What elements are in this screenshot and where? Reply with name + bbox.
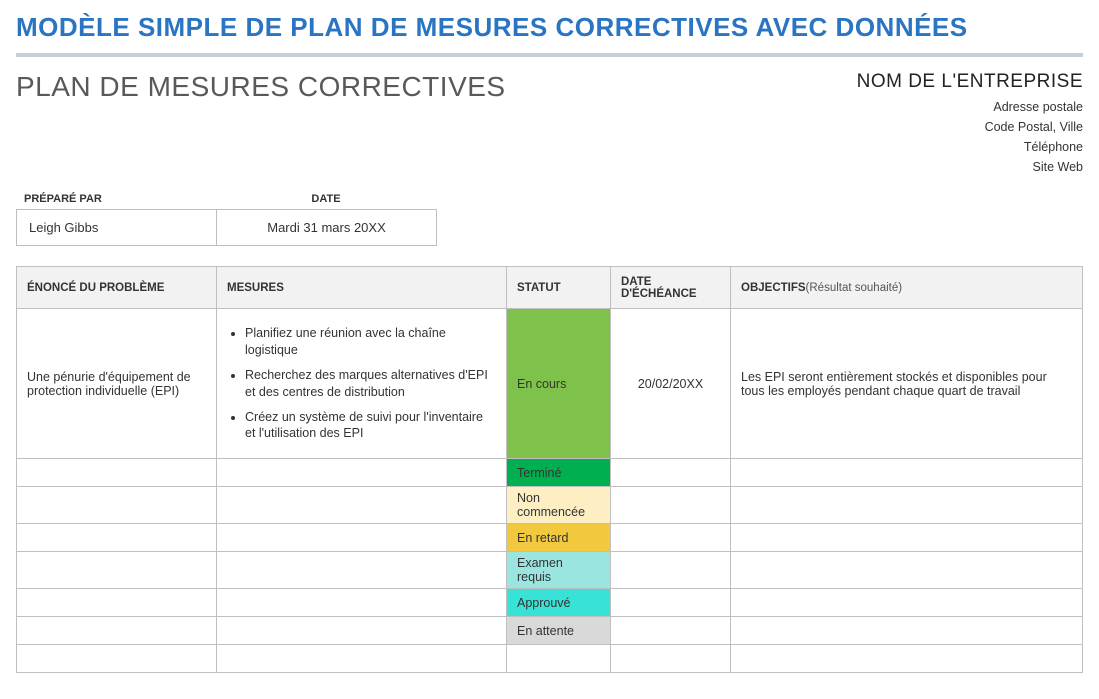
problem-cell[interactable]	[17, 524, 217, 552]
problem-cell[interactable]	[17, 589, 217, 617]
prepared-table: Leigh Gibbs Mardi 31 mars 20XX	[16, 209, 437, 246]
problem-cell[interactable]	[17, 459, 217, 487]
objective-cell[interactable]	[731, 524, 1083, 552]
measures-cell[interactable]	[217, 524, 507, 552]
company-name: NOM DE L'ENTREPRISE	[857, 71, 1083, 93]
measures-cell[interactable]	[217, 459, 507, 487]
problem-cell[interactable]	[17, 552, 217, 589]
company-address1: Adresse postale	[857, 97, 1083, 117]
col-header-measures: MESURES	[217, 267, 507, 309]
due-date-cell[interactable]	[611, 524, 731, 552]
status-cell[interactable]: Examen requis	[507, 552, 611, 589]
company-address2: Code Postal, Ville	[857, 117, 1083, 137]
company-phone: Téléphone	[857, 137, 1083, 157]
objective-cell[interactable]: Les EPI seront entièrement stockés et di…	[731, 309, 1083, 459]
due-date-cell[interactable]	[611, 589, 731, 617]
measures-cell[interactable]	[217, 589, 507, 617]
title-divider	[16, 53, 1083, 57]
table-row	[17, 645, 1083, 673]
table-row: En retard	[17, 524, 1083, 552]
status-cell[interactable]: En retard	[507, 524, 611, 552]
table-row: En attente	[17, 617, 1083, 645]
measures-list: Planifiez une réunion avec la chaîne log…	[227, 325, 496, 442]
col-header-problem: ÉNONCÉ DU PROBLÈME	[17, 267, 217, 309]
problem-cell[interactable]	[17, 645, 217, 673]
measures-cell[interactable]: Planifiez une réunion avec la chaîne log…	[217, 309, 507, 459]
company-block: NOM DE L'ENTREPRISE Adresse postale Code…	[857, 71, 1083, 177]
corrective-plan-table: ÉNONCÉ DU PROBLÈME MESURES STATUT DATE D…	[16, 266, 1083, 673]
objective-cell[interactable]	[731, 552, 1083, 589]
subtitle: PLAN DE MESURES CORRECTIVES	[16, 71, 506, 103]
table-row: Examen requis	[17, 552, 1083, 589]
measure-item: Créez un système de suivi pour l'inventa…	[245, 409, 496, 443]
label-prepared-by: PRÉPARÉ PAR	[16, 189, 216, 209]
due-date-cell[interactable]	[611, 487, 731, 524]
date-cell[interactable]: Mardi 31 mars 20XX	[217, 210, 437, 246]
table-row: Une pénurie d'équipement de protection i…	[17, 309, 1083, 459]
due-date-cell[interactable]	[611, 459, 731, 487]
col-header-status: STATUT	[507, 267, 611, 309]
prepared-section: PRÉPARÉ PAR DATE Leigh Gibbs Mardi 31 ma…	[16, 189, 1083, 246]
status-cell[interactable]: Terminé	[507, 459, 611, 487]
status-cell[interactable]	[507, 645, 611, 673]
col-header-objectives: OBJECTIFS(Résultat souhaité)	[731, 267, 1083, 309]
due-date-cell[interactable]: 20/02/20XX	[611, 309, 731, 459]
status-cell[interactable]: Non commencée	[507, 487, 611, 524]
status-cell[interactable]: En cours	[507, 309, 611, 459]
status-cell[interactable]: Approuvé	[507, 589, 611, 617]
measure-item: Planifiez une réunion avec la chaîne log…	[245, 325, 496, 359]
label-date: DATE	[216, 189, 436, 209]
table-row: Approuvé	[17, 589, 1083, 617]
objective-cell[interactable]	[731, 617, 1083, 645]
objective-cell[interactable]	[731, 459, 1083, 487]
company-web: Site Web	[857, 157, 1083, 177]
prepared-by-cell[interactable]: Leigh Gibbs	[17, 210, 217, 246]
measures-cell[interactable]	[217, 617, 507, 645]
table-row: Non commencée	[17, 487, 1083, 524]
col-header-objectives-sub: (Résultat souhaité)	[806, 282, 903, 294]
objective-cell[interactable]	[731, 645, 1083, 673]
header-row: PLAN DE MESURES CORRECTIVES NOM DE L'ENT…	[16, 71, 1083, 177]
problem-cell[interactable]	[17, 617, 217, 645]
main-title: MODÈLE SIMPLE DE PLAN DE MESURES CORRECT…	[16, 12, 1083, 43]
problem-cell[interactable]: Une pénurie d'équipement de protection i…	[17, 309, 217, 459]
due-date-cell[interactable]	[611, 552, 731, 589]
objective-cell[interactable]	[731, 589, 1083, 617]
table-row: Terminé	[17, 459, 1083, 487]
col-header-due-date: DATE D'ÉCHÉANCE	[611, 267, 731, 309]
col-header-objectives-label: OBJECTIFS	[741, 282, 806, 294]
problem-cell[interactable]	[17, 487, 217, 524]
due-date-cell[interactable]	[611, 645, 731, 673]
measures-cell[interactable]	[217, 552, 507, 589]
measures-cell[interactable]	[217, 645, 507, 673]
due-date-cell[interactable]	[611, 617, 731, 645]
objective-cell[interactable]	[731, 487, 1083, 524]
table-header-row: ÉNONCÉ DU PROBLÈME MESURES STATUT DATE D…	[17, 267, 1083, 309]
measure-item: Recherchez des marques alternatives d'EP…	[245, 367, 496, 401]
status-cell[interactable]: En attente	[507, 617, 611, 645]
measures-cell[interactable]	[217, 487, 507, 524]
